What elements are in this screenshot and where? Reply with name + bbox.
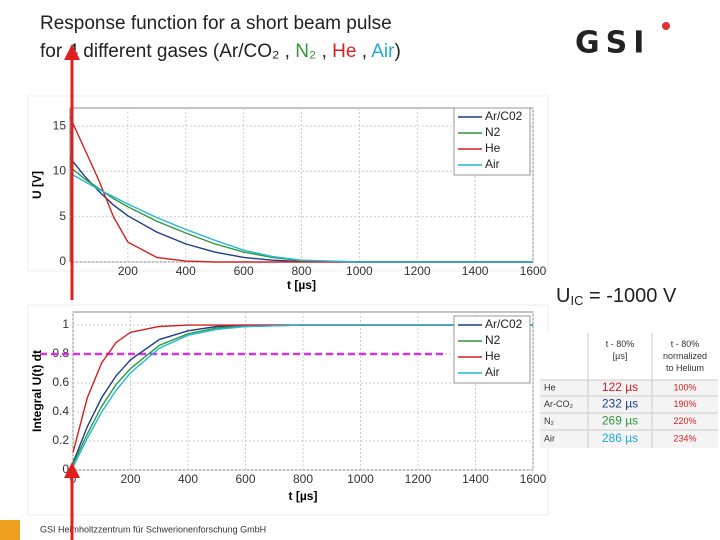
x-tick-label: 200 bbox=[118, 264, 138, 278]
table: t - 80% [µs] t - 80% normalized to Helium He 1… bbox=[540, 333, 718, 448]
legend-label: N2 bbox=[485, 125, 501, 139]
table-cell: He bbox=[544, 382, 556, 392]
voltage-main: U bbox=[556, 285, 570, 307]
footer: GSI Helmholtzzentrum für Schwerionenfors… bbox=[40, 524, 266, 534]
x-tick-label: 1000 bbox=[347, 472, 374, 486]
y-axis-label: U [V] bbox=[30, 171, 44, 199]
y-axis-label: Integral U(t) dt bbox=[30, 350, 44, 432]
y-tick-label: 10 bbox=[53, 164, 67, 178]
x-tick-label: 800 bbox=[293, 472, 313, 486]
logo: GSI bbox=[575, 22, 670, 61]
x-tick-label: 600 bbox=[234, 264, 254, 278]
table-cell: 122 µs bbox=[602, 380, 638, 394]
legend-label: Air bbox=[485, 365, 500, 379]
table-header: t - 80% [µs] bbox=[606, 339, 635, 361]
legend bbox=[453, 315, 531, 384]
table-cell: N₂ bbox=[544, 416, 554, 426]
table-cell: 190% bbox=[673, 399, 696, 409]
voltage-label: UIC = -1000 V bbox=[556, 285, 677, 308]
table-cell: Air bbox=[544, 433, 555, 443]
legend-label: Ar/C02 bbox=[485, 109, 523, 123]
x-tick-label: 1400 bbox=[462, 472, 489, 486]
voltage-rest: = -1000 V bbox=[583, 285, 677, 307]
x-tick-label: 1200 bbox=[405, 472, 432, 486]
x-tick-label: 400 bbox=[178, 472, 198, 486]
table-cell: 232 µs bbox=[602, 397, 638, 411]
title-part: Air bbox=[371, 41, 395, 62]
title-part: , bbox=[316, 41, 332, 62]
x-axis-label: t [µs] bbox=[287, 278, 316, 292]
table-cell: 220% bbox=[673, 416, 696, 426]
title-part: ) bbox=[394, 41, 400, 62]
legend-label: Air bbox=[485, 157, 500, 171]
x-tick-label: 800 bbox=[291, 264, 311, 278]
arrow-head bbox=[64, 44, 80, 60]
logo-text: GSI bbox=[575, 26, 650, 61]
title-part: , bbox=[356, 41, 371, 62]
table-cell: 286 µs bbox=[602, 431, 638, 445]
y-tick-label: 0.6 bbox=[52, 375, 69, 389]
table-row-bg bbox=[540, 380, 718, 448]
x-axis-label: t [µs] bbox=[289, 489, 318, 503]
y-tick-label: 15 bbox=[53, 118, 67, 132]
legend-label: Ar/C02 bbox=[485, 317, 523, 331]
x-tick-label: 400 bbox=[176, 264, 196, 278]
table-cell: 100% bbox=[673, 382, 696, 392]
x-tick-label: 1600 bbox=[520, 264, 547, 278]
title-part: for 4 different gases (Ar/CO₂ , bbox=[40, 41, 295, 62]
x-tick-label: 1400 bbox=[462, 264, 489, 278]
table-header: t - 80% normalized to Helium bbox=[663, 339, 707, 373]
voltage-sub: IC bbox=[570, 293, 583, 308]
y-tick-label: 0 bbox=[62, 462, 69, 476]
y-tick-label: 5 bbox=[59, 209, 66, 223]
y-tick-label: 0.4 bbox=[52, 404, 69, 418]
line-series bbox=[69, 172, 533, 263]
title: Response function for a short beam pulse bbox=[40, 13, 392, 34]
x-tick-label: 600 bbox=[235, 472, 255, 486]
title-part: N₂ bbox=[295, 41, 316, 62]
line-series bbox=[72, 324, 533, 468]
footer-marker bbox=[0, 520, 20, 540]
title-part: He bbox=[332, 41, 356, 62]
y-tick-label: 1 bbox=[62, 317, 69, 331]
x-tick-label: 1000 bbox=[346, 264, 373, 278]
y-tick-label: 0 bbox=[59, 254, 66, 268]
y-tick-label: 0.2 bbox=[52, 433, 69, 447]
legend-label: He bbox=[485, 141, 501, 155]
logo-dot bbox=[662, 22, 670, 30]
table-cell: 234% bbox=[673, 433, 696, 443]
arrow-head bbox=[64, 462, 80, 478]
x-tick-label: 1600 bbox=[520, 472, 547, 486]
y-tick-label: 0.8 bbox=[52, 346, 69, 360]
title: for 4 different gases (Ar/CO₂ , N₂ , He … bbox=[40, 41, 401, 62]
x-tick-label: 200 bbox=[120, 472, 140, 486]
x-tick-label: 1200 bbox=[404, 264, 431, 278]
legend bbox=[453, 107, 531, 176]
table-cell: 269 µs bbox=[602, 414, 638, 428]
legend-label: N2 bbox=[485, 333, 501, 347]
arrows bbox=[64, 44, 80, 540]
legend-label: He bbox=[485, 349, 501, 363]
table-cell: Ar-CO₂ bbox=[544, 399, 573, 409]
